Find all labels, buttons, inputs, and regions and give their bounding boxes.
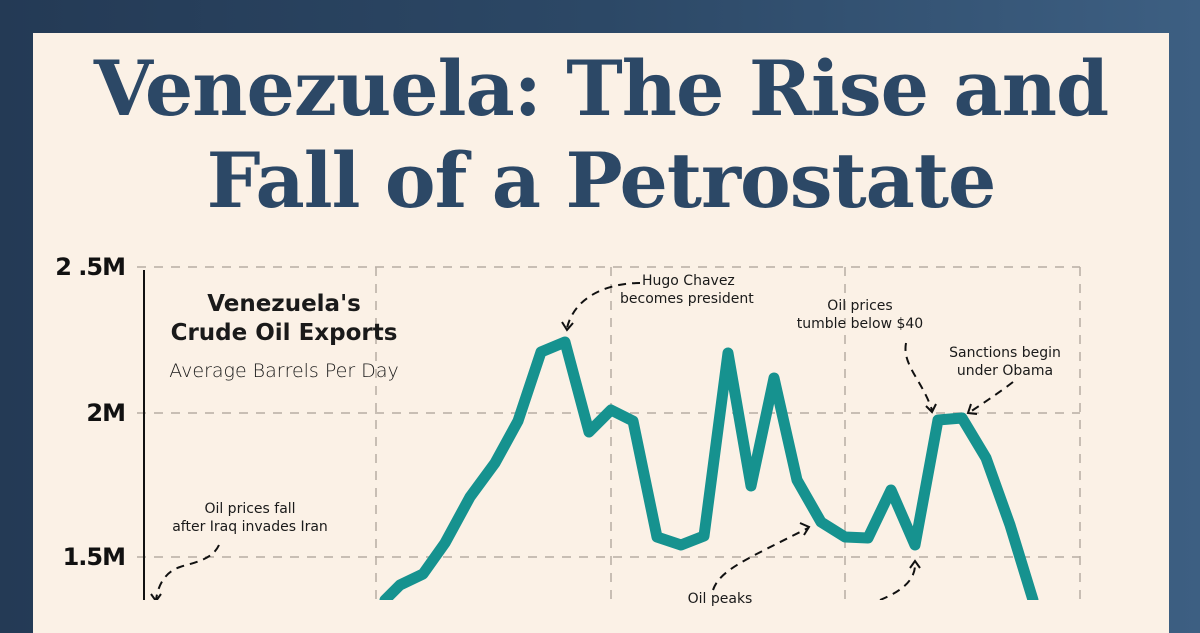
arrow-oilpeaks: [712, 527, 809, 591]
annotation-sanctions: Sanctions begin under Obama: [945, 344, 1065, 380]
legend-line-1: Venezuela's: [207, 291, 361, 317]
annotation-arrows: [155, 282, 1014, 600]
arrowhead-sanctions-icon: [966, 403, 978, 415]
annotation-oilpeaks-line-1: Oil peaks: [687, 591, 753, 607]
arrow-oil40: [904, 342, 933, 411]
title-line-1: Venezuela: The Rise and: [93, 44, 1109, 133]
arrowhead-oilpeaks-icon: [799, 522, 811, 536]
annotation-oilpeaks: Oil peaks: [665, 590, 775, 608]
arrow-chavez: [566, 282, 641, 329]
chart-legend-subtitle: Average Barrels Per Day: [169, 360, 399, 382]
arrow-heads: [150, 321, 978, 600]
annotation-iraq-line-2: after Iraq invades Iran: [172, 519, 328, 535]
page-title: Venezuela: The Rise and Fall of a Petros…: [33, 43, 1169, 227]
chart-legend-title: Venezuela's Crude Oil Exports: [116, 290, 452, 348]
arrowhead-lower-icon: [909, 559, 921, 569]
chart-canvas: [137, 266, 1081, 600]
arrow-sanctions: [969, 381, 1014, 413]
annotation-oil40: Oil prices tumble below $40: [785, 297, 935, 333]
annotation-oil40-line-1: Oil prices: [827, 298, 893, 314]
arrowhead-oil40-icon: [925, 403, 937, 414]
annotation-iraq: Oil prices fall after Iraq invades Iran: [140, 500, 360, 536]
annotation-chavez-line-2: becomes president: [620, 291, 754, 307]
annotation-iraq-line-1: Oil prices fall: [204, 501, 296, 517]
arrow-iraq: [155, 544, 220, 600]
annotation-sanctions-line-1: Sanctions begin: [949, 345, 1061, 361]
exports-line: [379, 336, 1039, 600]
vertical-gridlines: [375, 267, 1081, 600]
annotation-chavez-line-1: Hugo Chavez: [642, 273, 735, 289]
infographic-panel: Venezuela: The Rise and Fall of a Petros…: [33, 33, 1169, 633]
annotation-oil40-line-2: tumble below $40: [796, 316, 924, 332]
arrow-lower: [879, 564, 916, 600]
arrowhead-iraq-icon: [150, 593, 162, 600]
arrowhead-chavez-icon: [561, 321, 574, 332]
y-tick-2m: 2M: [86, 399, 126, 427]
title-line-2: Fall of a Petrostate: [206, 136, 997, 225]
annotation-chavez: Hugo Chavez becomes president: [620, 272, 770, 308]
y-tick-1.5m: 1.5M: [62, 543, 126, 571]
y-tick-2.5m: 2 .5M: [55, 253, 126, 281]
annotation-sanctions-line-2: under Obama: [956, 363, 1054, 379]
legend-line-2: Crude Oil Exports: [170, 320, 398, 346]
horizontal-gridlines: [137, 266, 1080, 558]
